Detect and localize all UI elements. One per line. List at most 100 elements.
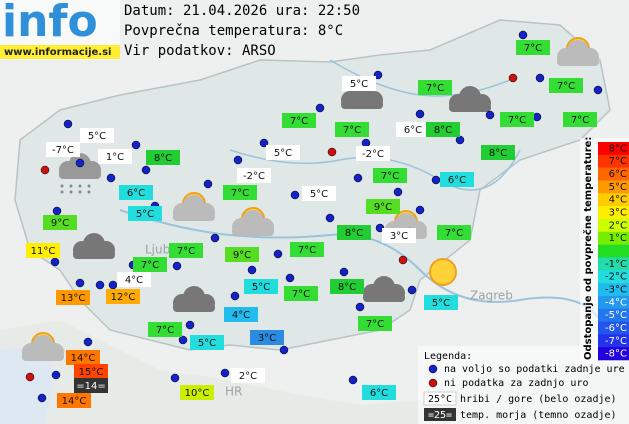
station-label: 7°C — [524, 43, 542, 54]
snowflake — [87, 184, 91, 188]
station-dot — [415, 109, 425, 119]
overlay: 7°C 5°C 7°C 7°C 7°C 7°C 6°C 8°C 7°C 7°C 5°C -7°C 1°C… — [22, 30, 629, 424]
source-line: Vir podatkov: ARSO — [124, 43, 276, 59]
station-label: 9°C — [374, 202, 392, 213]
station-dot — [355, 302, 365, 312]
date-line: Datum: 21.04.2026 ura: 22:50 — [124, 3, 360, 19]
station-dot — [106, 173, 116, 183]
station-label: 10°C — [185, 388, 210, 399]
station-dot — [285, 273, 295, 283]
station-dot — [290, 190, 300, 200]
station-dot — [131, 140, 141, 150]
station-label-bg — [74, 378, 108, 393]
snowflake — [60, 184, 64, 188]
weather-icon — [73, 233, 115, 259]
station-label-bg — [342, 76, 376, 91]
station-dot — [75, 158, 85, 168]
station-dot-missing — [25, 372, 35, 382]
station-dot — [279, 345, 289, 355]
station-dot — [230, 291, 240, 301]
cloud-part — [232, 227, 274, 236]
scale-label: -6°C — [605, 323, 627, 334]
station-label-bg — [356, 146, 390, 161]
station-label-bg — [366, 199, 400, 214]
scale-label: 3°C — [609, 208, 627, 219]
station-label-bg — [117, 272, 151, 287]
scale-swatch — [598, 218, 629, 233]
station-label: 11°C — [31, 246, 56, 257]
station-label-bg — [98, 149, 132, 164]
station-dot — [485, 110, 495, 120]
station-dot — [37, 393, 47, 403]
station-label-bg — [225, 247, 259, 262]
legend-text: ni podatka za zadnjo uro — [444, 378, 589, 389]
station-label-bg — [128, 206, 162, 221]
station-label-bg — [26, 243, 60, 258]
station-dot — [233, 155, 243, 165]
station-dot — [172, 261, 182, 271]
scale-label: -3°C — [605, 284, 627, 295]
station-label-bg — [440, 172, 474, 187]
scale-label: 1°C — [609, 233, 627, 244]
legend-sample-bg — [423, 391, 457, 406]
snowflake — [78, 184, 82, 188]
station-label-bg — [481, 145, 515, 160]
station-label: -2°C — [243, 171, 265, 182]
station-label-bg — [46, 142, 80, 157]
station-dot — [75, 278, 85, 288]
scale-label: 4°C — [609, 195, 627, 206]
station-label: 7°C — [557, 81, 575, 92]
legend-text: hribi / gore (belo ozadje) — [460, 394, 617, 405]
station-dot — [518, 30, 528, 40]
station-dot — [141, 165, 151, 175]
station-label-bg — [74, 364, 108, 379]
station-label-bg — [373, 168, 407, 183]
snowflake — [60, 190, 64, 194]
station-label-bg — [169, 243, 203, 258]
station-label-bg — [362, 385, 396, 400]
station-label: 9°C — [233, 250, 251, 261]
station-label: 3°C — [390, 231, 408, 242]
station-label-bg — [223, 185, 257, 200]
station-label-bg — [290, 242, 324, 257]
scale-title: Odstopanje od povprečne temperature: — [582, 137, 594, 360]
station-label: 7°C — [290, 116, 308, 127]
station-label-bg — [148, 322, 182, 337]
scale-swatch — [598, 231, 629, 245]
station-dot — [247, 265, 257, 275]
weather-icon — [22, 335, 64, 361]
station-label-bg — [282, 113, 316, 128]
station-dot-missing — [40, 165, 50, 175]
scale-label: -7°C — [605, 336, 627, 347]
station-label: 5°C — [252, 282, 270, 293]
scale-swatch — [598, 295, 629, 310]
scale-swatch — [598, 257, 629, 271]
station-dot — [108, 280, 118, 290]
station-dot — [431, 175, 441, 185]
station-label: 7°C — [343, 125, 361, 136]
station-label: 7°C — [508, 115, 526, 126]
station-label-bg — [516, 40, 550, 55]
snowflake — [78, 190, 82, 194]
scale-swatch — [598, 206, 629, 220]
station-label: 14°C — [62, 396, 87, 407]
station-label-bg — [224, 307, 258, 322]
scale-label: -1°C — [605, 259, 627, 270]
station-label-bg — [396, 122, 430, 137]
station-label: =14= — [76, 381, 105, 392]
scale-swatch — [598, 193, 629, 207]
station-label: 2°C — [239, 371, 257, 382]
scale-label: -4°C — [605, 297, 627, 308]
legend-dot — [428, 378, 438, 388]
station-label-bg — [106, 289, 140, 304]
station-label-bg — [133, 257, 167, 272]
station-dot — [407, 285, 417, 295]
station-label: 5°C — [432, 298, 450, 309]
station-label: 6°C — [127, 188, 145, 199]
snowflake — [69, 184, 73, 188]
cloud-part — [363, 293, 405, 302]
station-label: 8°C — [434, 125, 452, 136]
station-dot — [63, 119, 73, 129]
station-dot — [178, 335, 188, 345]
